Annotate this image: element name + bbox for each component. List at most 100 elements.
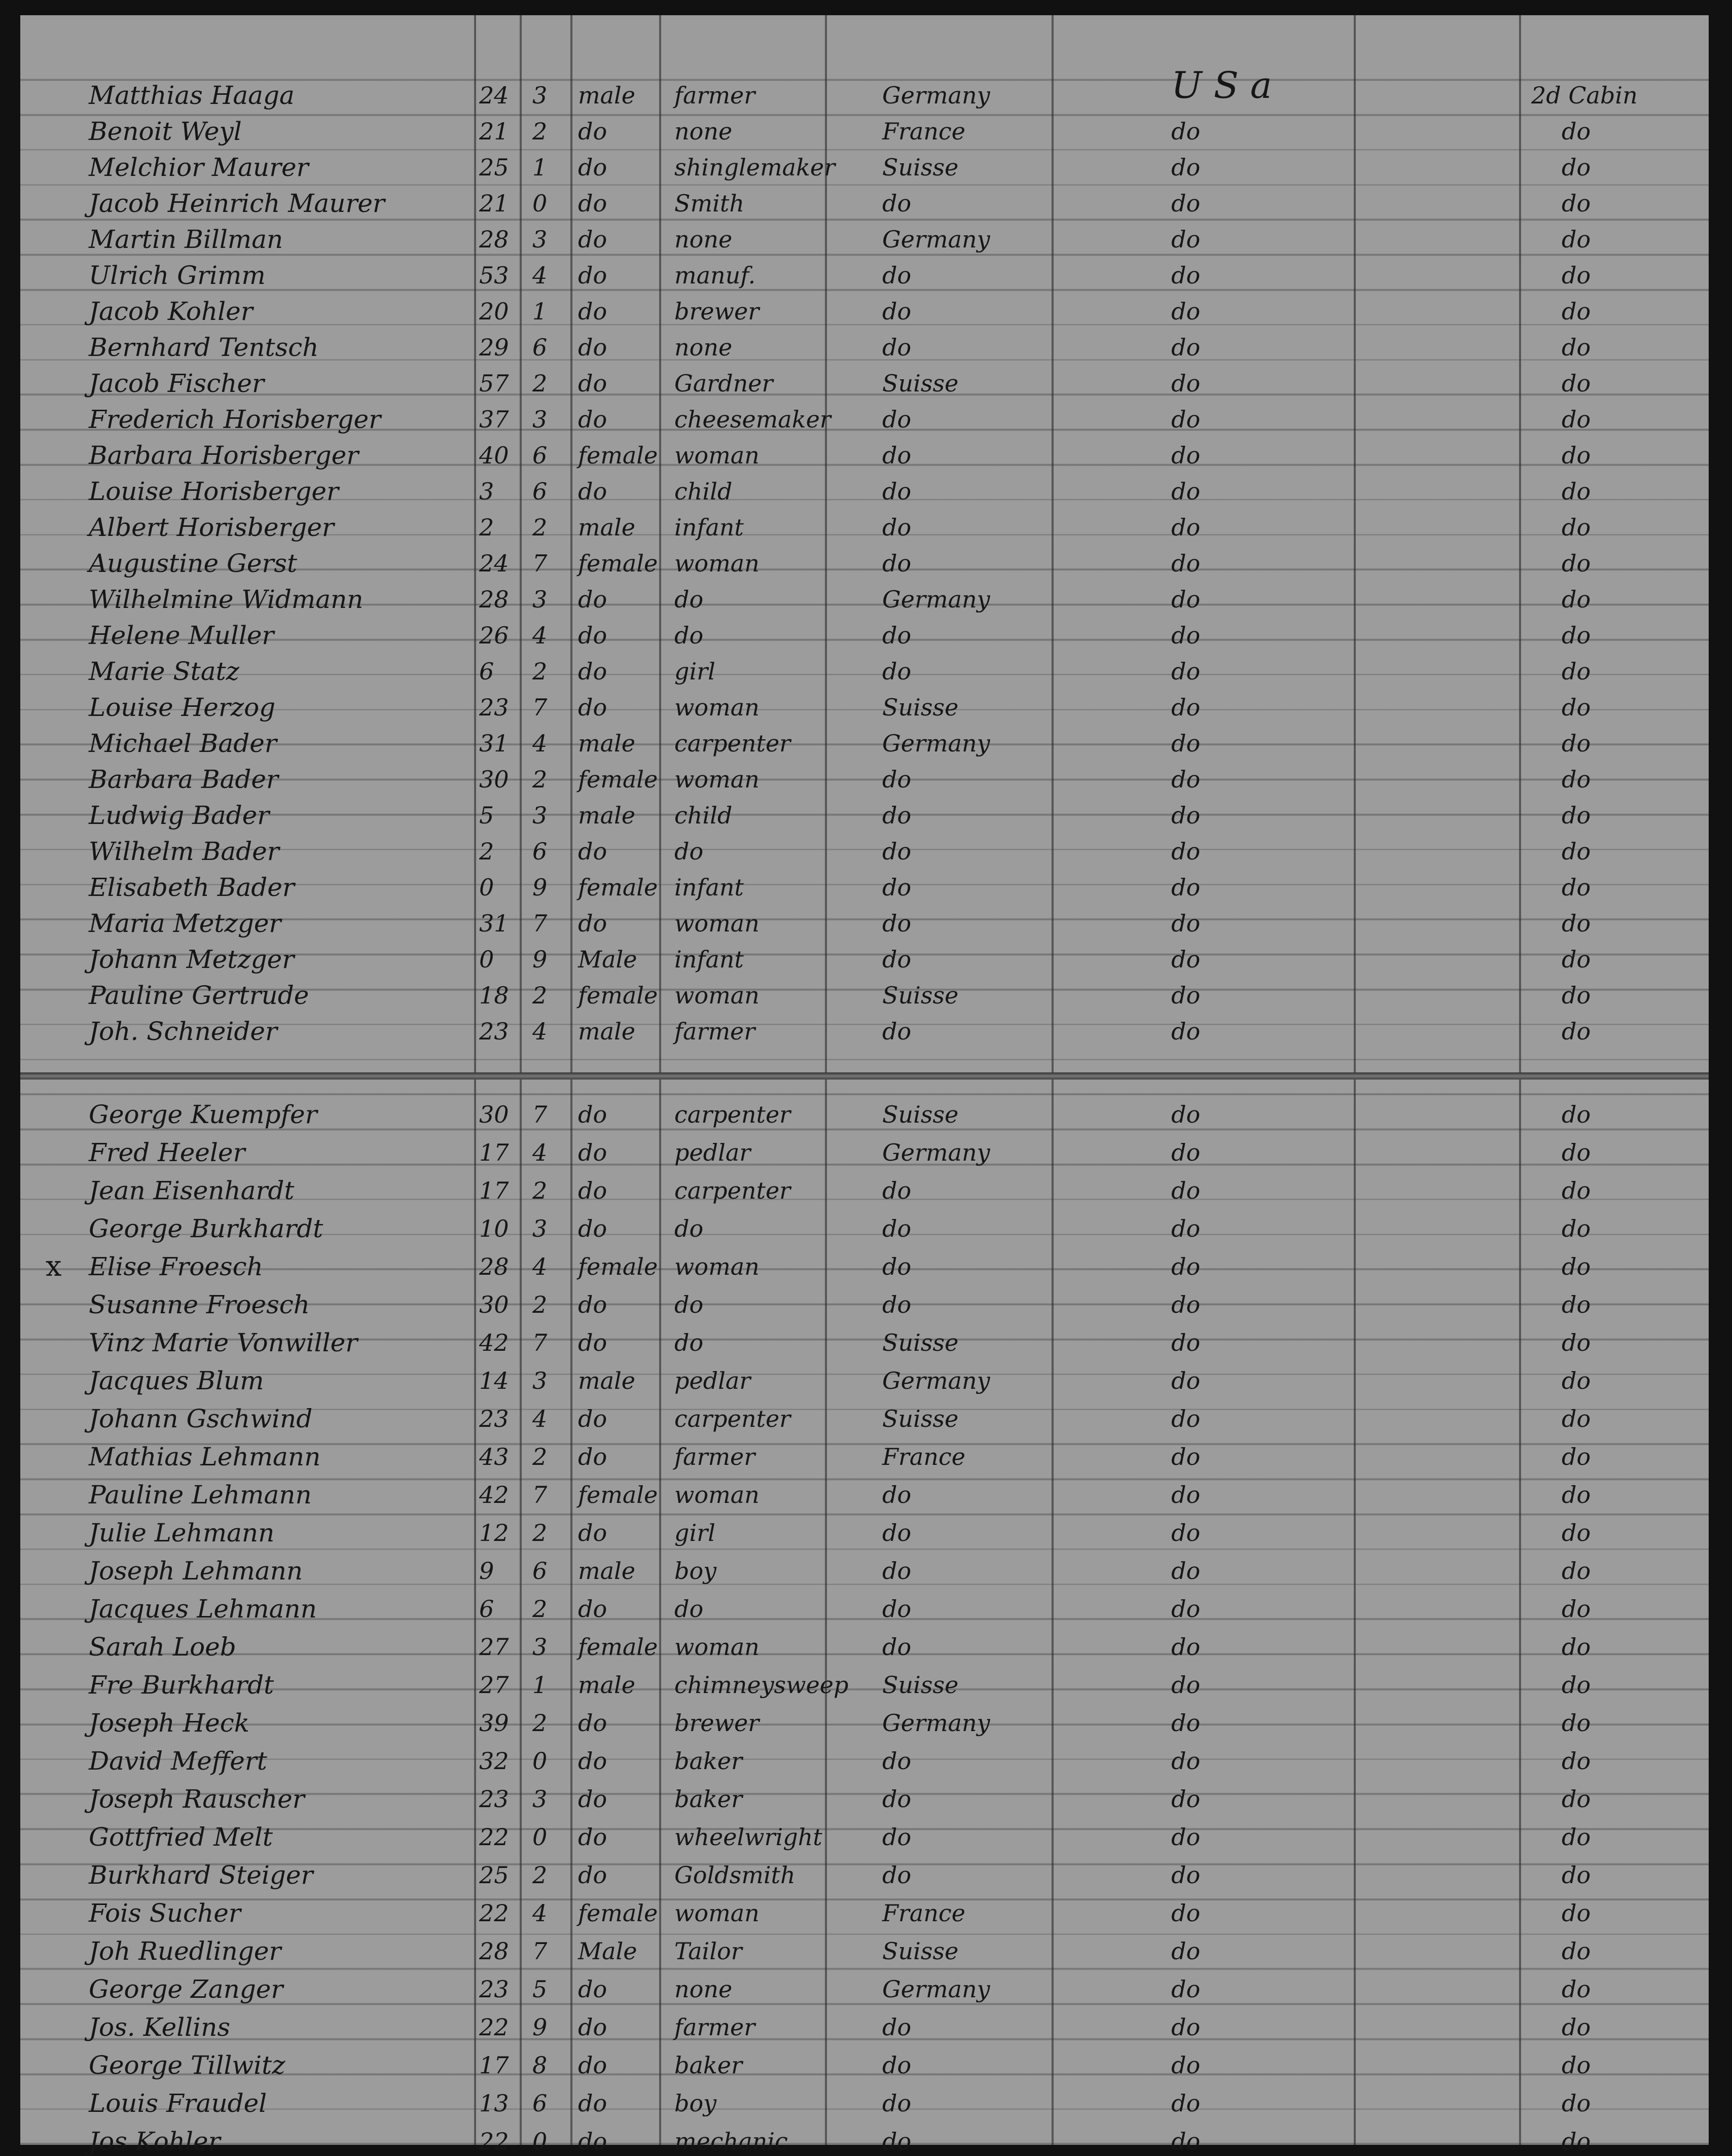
passenger-sex: male [578,82,635,109]
passenger-destination: do [1171,1367,1201,1394]
passenger-country: do [882,838,912,865]
passenger-occupation: boy [674,1557,717,1585]
passenger-destination: do [1171,334,1201,361]
passenger-country: do [882,1823,912,1851]
passenger-occupation: do [674,1215,704,1242]
passenger-age: 21 [479,190,509,217]
passenger-cabin: do [1562,154,1591,181]
passenger-cabin: do [1562,406,1591,433]
passenger-age: 26 [479,622,509,649]
passenger-country: Germany [882,1709,990,1737]
passenger-name: Frederich Horisberger [89,405,381,434]
passenger-age: 23 [479,1405,509,1432]
passenger-sex: do [578,190,607,217]
passenger-name: Wilhelmine Widmann [89,585,364,614]
passenger-country: Suisse [882,1405,959,1432]
passenger-occupation: shinglemaker [674,154,836,181]
passenger-destination: do [1171,298,1201,325]
passenger-name: Albert Horisberger [89,513,334,542]
passenger-name: Johann Gschwind [89,1404,313,1433]
passenger-cabin: do [1562,190,1591,217]
passenger-occupation: wheelwright [674,1823,822,1851]
passenger-sex: do [578,262,607,289]
passenger-destination: do [1171,1519,1201,1547]
passenger-cabin: do [1562,514,1591,541]
passenger-cabin: do [1562,586,1591,613]
passenger-sex: do [578,2014,607,2041]
passenger-age: 23 [479,1975,509,2003]
passenger-occupation: none [674,118,733,145]
passenger-name: Jacques Blum [89,1366,264,1395]
passenger-months: 2 [532,1443,548,1470]
passenger-name: Maria Metzger [89,909,281,938]
passenger-months: 6 [532,442,548,469]
passenger-sex: do [578,1747,607,1775]
passenger-age: 23 [479,694,509,721]
passenger-months: 2 [532,766,548,793]
passenger-sex: do [578,406,607,433]
passenger-age: 30 [479,1101,509,1128]
passenger-occupation: cheesemaker [674,406,831,433]
passenger-name: Louis Fraudel [89,2089,267,2118]
passenger-country: Germany [882,730,990,757]
passenger-age: 42 [479,1329,509,1356]
passenger-name: Augustine Gerst [89,549,298,578]
passenger-destination: do [1171,478,1201,505]
passenger-destination: do [1171,694,1201,721]
passenger-months: 2 [532,982,548,1009]
passenger-sex: do [578,1291,607,1318]
passenger-months: 2 [532,1709,548,1737]
passenger-occupation: farmer [674,1443,755,1470]
passenger-destination: do [1171,1709,1201,1737]
passenger-country: Germany [882,586,990,613]
passenger-destination: do [1171,442,1201,469]
passenger-age: 22 [479,2128,509,2155]
passenger-sex: do [578,1975,607,2003]
passenger-occupation: farmer [674,2014,755,2041]
passenger-destination: do [1171,406,1201,433]
passenger-months: 2 [532,658,548,685]
passenger-sex: male [578,802,635,829]
passenger-occupation: woman [674,1481,760,1508]
passenger-age: 53 [479,262,509,289]
passenger-occupation: woman [674,982,760,1009]
passenger-months: 6 [532,838,548,865]
passenger-destination: do [1171,910,1201,937]
passenger-country: do [882,946,912,973]
passenger-cabin: do [1562,1823,1591,1851]
passenger-country: Germany [882,1975,990,2003]
passenger-occupation: pedlar [674,1367,751,1394]
passenger-country: do [882,874,912,901]
passenger-name: Jacques Lehmann [89,1594,317,1624]
passenger-country: do [882,1747,912,1775]
passenger-cabin: do [1562,1747,1591,1775]
passenger-sex: female [578,766,658,793]
passenger-age: 40 [479,442,509,469]
passenger-country: do [882,2014,912,2041]
passenger-cabin: do [1562,802,1591,829]
passenger-sex: do [578,586,607,613]
passenger-name: Michael Bader [89,729,277,758]
passenger-cabin: do [1562,550,1591,577]
passenger-occupation: brewer [674,1709,760,1737]
passenger-destination: do [1171,1215,1201,1242]
passenger-occupation: girl [674,1519,715,1547]
passenger-name: Fois Sucher [89,1898,241,1928]
passenger-age: 3 [479,478,494,505]
passenger-occupation: manuf. [674,262,756,289]
passenger-months: 7 [532,1481,548,1508]
passenger-cabin: 2d Cabin [1531,82,1638,109]
passenger-age: 10 [479,1215,509,1242]
passenger-name: Jos. Kellins [89,2013,231,2042]
passenger-occupation: Gardner [674,370,773,397]
passenger-sex: Male [578,946,637,973]
passenger-cabin: do [1562,2128,1591,2155]
column-rule [570,15,572,2145]
passenger-country: do [882,550,912,577]
passenger-sex: do [578,694,607,721]
passenger-occupation: Goldsmith [674,1861,796,1889]
passenger-occupation: chimneysweep [674,1671,849,1699]
passenger-months: 3 [532,802,548,829]
passenger-age: 17 [479,1177,509,1204]
passenger-destination: do [1171,658,1201,685]
